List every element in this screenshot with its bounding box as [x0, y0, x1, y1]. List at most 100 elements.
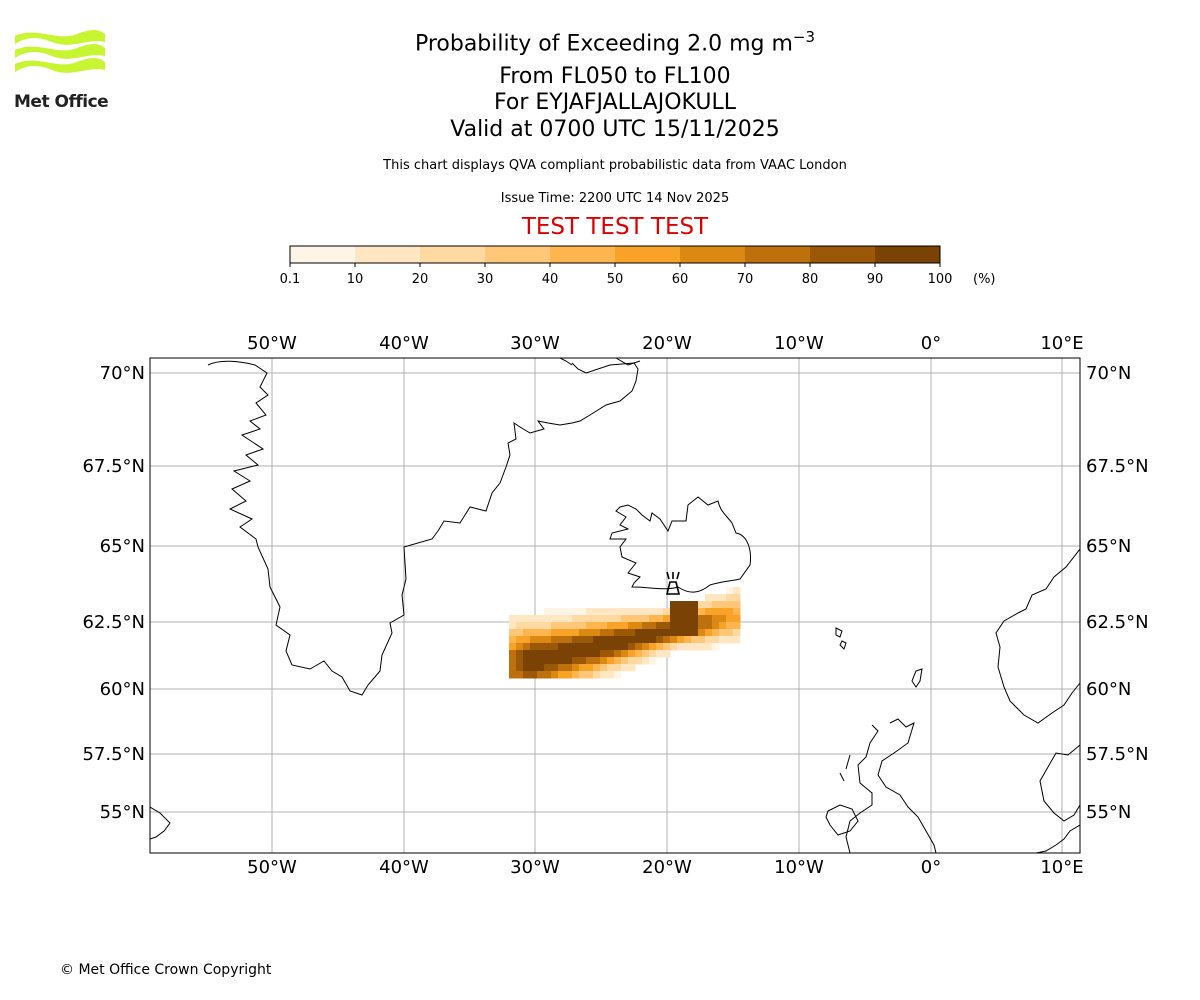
plume-cell [509, 636, 517, 644]
plume-cell [544, 615, 552, 623]
plume-cell [614, 608, 622, 616]
plume-cell [719, 622, 727, 630]
plume-cell [593, 615, 601, 623]
plume-cell [523, 671, 531, 679]
plume-cell [579, 643, 587, 651]
plume-cell [593, 664, 601, 672]
ash-probability-plume [509, 587, 741, 679]
plume-cell [565, 657, 573, 665]
latitude-label: 62.5°N [1086, 612, 1149, 633]
plume-cell [712, 629, 720, 637]
plume-cell [565, 622, 573, 630]
greenland-north-coastline [559, 358, 641, 366]
plume-cell [628, 650, 636, 658]
plume-cell [733, 615, 741, 623]
map: 50°W 40°W 30°W 20°W 10°W 0° 10°E 50°W 40°W 30°W 2… [82, 333, 1149, 878]
plume-cell [621, 629, 629, 637]
plume-cell [551, 643, 559, 651]
plume-cell [663, 615, 671, 623]
plume-cell [621, 650, 629, 658]
plume-cell [509, 643, 517, 651]
longitude-label: 30°W [510, 333, 560, 354]
volcano-icon [665, 571, 681, 595]
plume-cell [600, 650, 608, 658]
faroe-islands [835, 627, 847, 650]
plume-cell [579, 615, 587, 623]
plume-cell [544, 622, 552, 630]
plume-cell [614, 671, 622, 679]
plume-cell [635, 650, 643, 658]
longitude-labels-bottom: 50°W 40°W 30°W 20°W 10°W 0° 10°E [247, 857, 1083, 878]
plume-cell [537, 629, 545, 637]
plume-cell [670, 615, 678, 623]
volcano-plume-lines [666, 571, 680, 580]
plume-cell [530, 664, 538, 672]
plume-cell [537, 664, 545, 672]
plume-cell [523, 629, 531, 637]
plume-cell [558, 615, 566, 623]
plume-cell [537, 650, 545, 658]
test-banner: TEST TEST TEST [521, 214, 709, 240]
plume-cell [628, 636, 636, 644]
plume-cell [663, 608, 671, 616]
colorbar-tick-label: 70 [737, 272, 754, 287]
plume-cell [607, 650, 615, 658]
colorbar-segment [550, 246, 615, 263]
gridlines [150, 358, 1080, 853]
plume-cell [607, 664, 615, 672]
plume-cell [719, 636, 727, 644]
plume-cell [516, 622, 524, 630]
plume-cell [642, 643, 650, 651]
plume-cell [516, 643, 524, 651]
plume-cell [593, 622, 601, 630]
latitude-label: 60°N [100, 679, 145, 700]
plume-cell [516, 671, 524, 679]
plume-cell [523, 622, 531, 630]
plume-cell [607, 643, 615, 651]
plume-cell [649, 643, 657, 651]
plume-cell [684, 615, 692, 623]
plume-cell [544, 671, 552, 679]
colorbar-tick-label: 40 [542, 272, 559, 287]
plume-cell [691, 615, 699, 623]
plume-cell [551, 657, 559, 665]
plume-cell [565, 671, 573, 679]
plume-cell [712, 636, 720, 644]
plume-cell [621, 664, 629, 672]
plume-cell [600, 671, 608, 679]
longitude-labels-top: 50°W 40°W 30°W 20°W 10°W 0° 10°E [247, 333, 1083, 354]
plume-cell [670, 622, 678, 630]
plume-cell [733, 636, 741, 644]
plume-cell [614, 622, 622, 630]
shetland-coastline [911, 668, 923, 688]
plume-cell [621, 622, 629, 630]
plume-cell [551, 650, 559, 658]
plume-cell [698, 636, 706, 644]
colorbar-segment [875, 246, 940, 263]
plume-cell [628, 664, 636, 672]
plume-cell [537, 657, 545, 665]
plume-cell [691, 608, 699, 616]
plume-cell [712, 601, 720, 609]
plume-cell [642, 657, 650, 665]
plume-cell [642, 622, 650, 630]
plume-cell [621, 636, 629, 644]
plume-cell [551, 636, 559, 644]
plume-cell [656, 608, 664, 616]
plume-cell [677, 622, 685, 630]
plume-cell [705, 643, 713, 651]
plume-cell [558, 664, 566, 672]
plume-cell [663, 650, 671, 658]
plume-cell [712, 608, 720, 616]
plume-cell [726, 594, 734, 602]
plume-cell [551, 615, 559, 623]
plume-cell [544, 657, 552, 665]
plume-cell [586, 643, 594, 651]
plume-cell [649, 608, 657, 616]
plume-cell [544, 608, 552, 616]
plume-cell [726, 622, 734, 630]
latitude-labels-right: 70°N 67.5°N 65°N 62.5°N 60°N 57.5°N 55°N [1086, 363, 1149, 823]
plume-cell [614, 615, 622, 623]
plume-cell [649, 650, 657, 658]
plume-cell [614, 664, 622, 672]
